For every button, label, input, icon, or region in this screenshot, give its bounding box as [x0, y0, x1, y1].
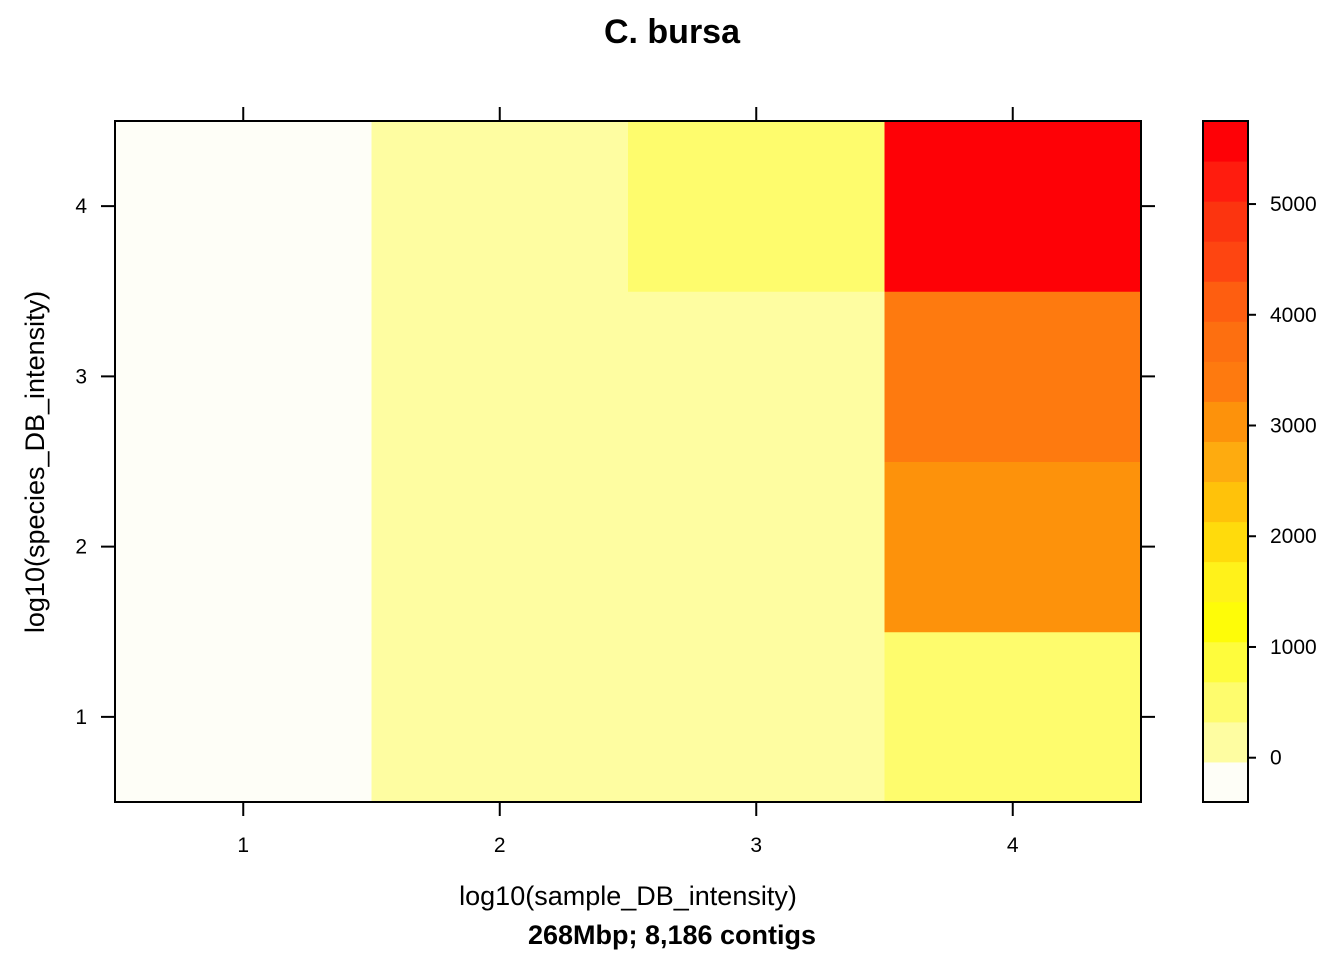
colorbar-band: [1203, 321, 1248, 362]
y-tick-label: 3: [75, 365, 87, 388]
colorbar: 0 1000 2000 3000 4000 5000: [1203, 121, 1317, 803]
x-tick-label: 1: [237, 834, 249, 857]
colorbar-band: [1203, 481, 1248, 523]
colorbar-tick-label: 1000: [1270, 636, 1317, 659]
heatmap-cell: [884, 121, 1142, 292]
colorbar-tick-label: 4000: [1270, 304, 1317, 327]
colorbar-band: [1203, 521, 1248, 563]
colorbar-band: [1203, 601, 1248, 643]
heatmap-cell: [884, 461, 1142, 633]
axis-ticks: 1 2 3 4 1 2 3 4: [75, 107, 1155, 857]
heatmap-cell: [371, 291, 629, 462]
colorbar-band: [1203, 361, 1248, 402]
y-tick-label: 2: [75, 536, 87, 559]
heatmap-cell: [115, 291, 372, 462]
colorbar-band: [1203, 161, 1248, 202]
colorbar-band: [1203, 441, 1248, 483]
plot-frame: [114, 120, 1142, 803]
y-axis-label: log10(species_DB_intensity): [20, 291, 50, 633]
heatmap-cell: [884, 291, 1142, 462]
colorbar-band: [1203, 641, 1248, 683]
colorbar-band: [1203, 681, 1248, 723]
heatmap-cell: [628, 291, 885, 462]
colorbar-band: [1203, 121, 1248, 162]
x-tick-label: 2: [494, 834, 506, 857]
colorbar-band: [1203, 281, 1248, 322]
colorbar-band: [1203, 201, 1248, 242]
colorbar-tick-label: 3000: [1270, 415, 1317, 438]
heatmap-cell: [371, 121, 629, 292]
colorbar-band: [1203, 721, 1248, 763]
x-axis-label: log10(sample_DB_intensity): [459, 881, 797, 911]
chart-subtitle: 268Mbp; 8,186 contigs: [528, 920, 816, 950]
colorbar-tick-label: 2000: [1270, 525, 1317, 548]
x-tick-label: 4: [1007, 834, 1019, 857]
colorbar-frame: [1202, 120, 1249, 803]
colorbar-band: [1203, 561, 1248, 603]
colorbar-band: [1203, 241, 1248, 282]
heatmap-cell: [884, 631, 1142, 803]
colorbar-tick-label: 5000: [1270, 193, 1317, 216]
colorbar-band: [1203, 761, 1248, 803]
heatmap-cell: [371, 631, 629, 803]
y-tick-label: 4: [75, 195, 87, 218]
colorbar-band: [1203, 401, 1248, 442]
colorbar-tick-label: 0: [1270, 747, 1282, 770]
heatmap-cell: [115, 121, 372, 292]
heatmap-cells: [115, 121, 1142, 803]
y-tick-label: 1: [75, 706, 87, 729]
chart-title: C. bursa: [604, 13, 741, 51]
heatmap-cell: [371, 461, 629, 633]
heatmap-cell: [628, 631, 885, 803]
heatmap-cell: [115, 631, 372, 803]
heatmap-cell: [628, 121, 885, 292]
x-tick-label: 3: [750, 834, 762, 857]
heatmap-cell: [628, 461, 885, 633]
heatmap-cell: [115, 461, 372, 633]
